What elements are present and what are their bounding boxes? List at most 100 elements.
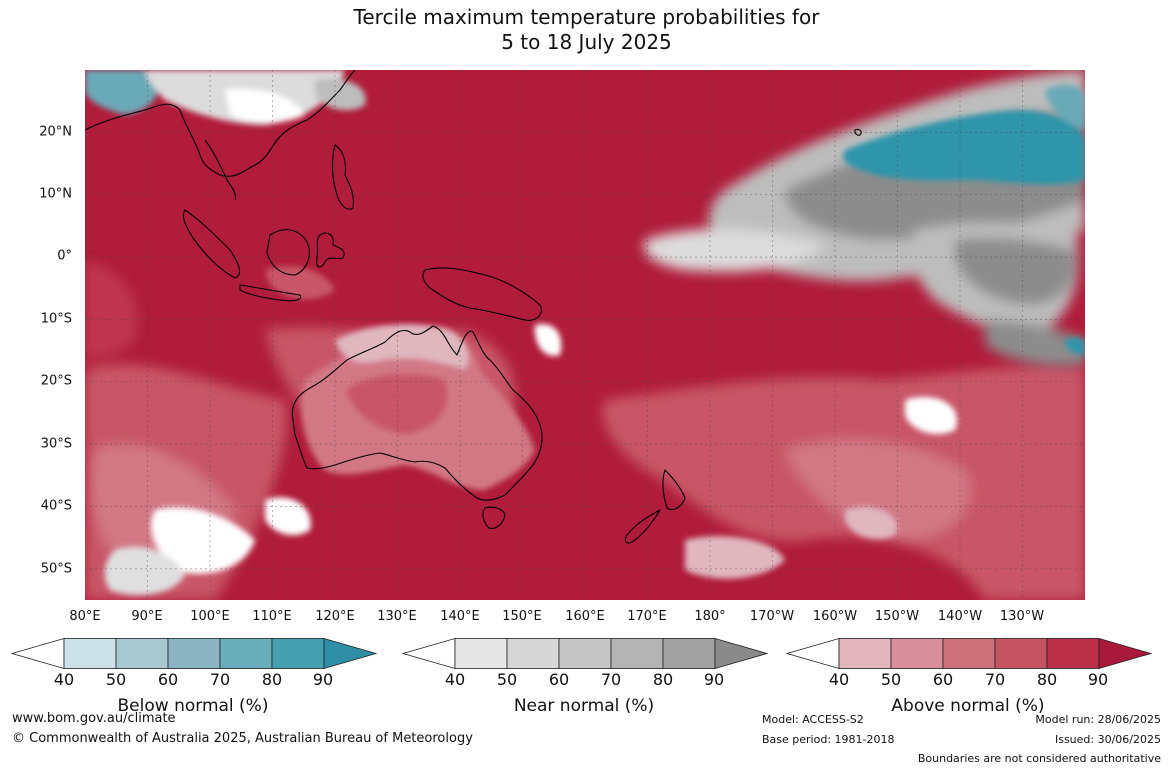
colorbar-label-near: Near normal (%)	[513, 696, 655, 716]
colorbar-extend-high	[1098, 637, 1153, 670]
lat-label: 20°S	[40, 373, 72, 389]
colorbar-svg	[785, 637, 1153, 670]
colorbar-tick: 80	[1036, 670, 1058, 689]
indochina-coast	[204, 139, 237, 201]
below-normal-core	[843, 84, 1085, 355]
lat-label: 10°S	[40, 311, 72, 327]
colorbar-segment	[942, 638, 996, 669]
colorbar-tick: 50	[880, 670, 902, 689]
colorbar-svg	[401, 637, 769, 670]
lat-label: 0°	[57, 248, 72, 264]
colorbar-extend-high	[714, 637, 769, 670]
colorbar-tick: 70	[209, 670, 231, 689]
lon-label: 130°E	[377, 609, 417, 624]
colorbar-tick: 90	[312, 670, 334, 689]
tasmania-coast	[482, 506, 506, 529]
philippines-coast	[331, 144, 354, 210]
lat-label: 40°S	[40, 498, 72, 514]
lat-label: 50°S	[40, 561, 72, 577]
colorbar-tick: 60	[932, 670, 954, 689]
colorbar-tick: 80	[261, 670, 283, 689]
colorbar-label-below: Below normal (%)	[117, 696, 269, 716]
colorbar-above-normal	[785, 637, 1153, 670]
colorbar-segment	[662, 638, 716, 669]
colorbar-segment	[454, 638, 508, 669]
colorbar-tick: 80	[652, 670, 674, 689]
coastlines	[85, 70, 862, 544]
lon-label: 160°E	[565, 609, 605, 624]
model-run-text: Model run: 28/06/2025	[1035, 713, 1161, 726]
colorbar-extend-low	[785, 637, 840, 670]
colorbar-near-normal	[401, 637, 769, 670]
lon-label: 90°E	[131, 609, 163, 624]
colorbar-tick: 60	[157, 670, 179, 689]
java-coast	[239, 284, 302, 302]
graticule	[85, 70, 1085, 600]
lon-label: 110°E	[252, 609, 292, 624]
colorbar-segment	[167, 638, 221, 669]
lon-label: 150°E	[502, 609, 542, 624]
hawaii-coast	[854, 128, 862, 136]
new-zealand-south-coast	[624, 509, 661, 544]
colorbar-tick: 70	[984, 670, 1006, 689]
colorbar-segment	[558, 638, 612, 669]
colorbar-below-normal	[10, 637, 378, 670]
lon-label: 130°W	[999, 609, 1045, 624]
borneo-coast	[266, 229, 310, 276]
title-line-1: Tercile maximum temperature probabilitie…	[353, 5, 820, 29]
colorbar-extend-high	[323, 637, 378, 670]
website-link[interactable]: www.bom.gov.au/climate	[12, 711, 176, 726]
colorbar-segment	[994, 638, 1048, 669]
colorbar-segment	[271, 638, 325, 669]
lon-label: 140°W	[937, 609, 983, 624]
colorbar-tick: 70	[600, 670, 622, 689]
lon-label: 170°E	[627, 609, 667, 624]
colorbar-segment	[610, 638, 664, 669]
model-text: Model: ACCESS-S2	[762, 713, 864, 726]
lon-label: 170°W	[749, 609, 795, 624]
colorbar-tick: 90	[703, 670, 725, 689]
asia-mainland-coast	[85, 70, 356, 177]
colorbar-segment	[890, 638, 944, 669]
australia-shading	[301, 334, 535, 490]
title-line-2: 5 to 18 July 2025	[501, 30, 672, 54]
lon-label: 150°W	[874, 609, 920, 624]
colorbar-tick: 40	[53, 670, 75, 689]
lat-label: 10°N	[39, 186, 72, 202]
copyright-text: © Commonwealth of Australia 2025, Austra…	[12, 731, 473, 746]
lon-label: 140°E	[440, 609, 480, 624]
colorbar-segment	[1046, 638, 1100, 669]
colorbar-extend-low	[10, 637, 65, 670]
chart-title: Tercile maximum temperature probabilitie…	[0, 5, 1173, 55]
colorbar-tick: 50	[496, 670, 518, 689]
map-svg	[85, 70, 1085, 600]
lon-label: 100°E	[190, 609, 230, 624]
base-period-text: Base period: 1981-2018	[762, 733, 895, 746]
colorbar-extend-low	[401, 637, 456, 670]
lon-label: 80°E	[69, 609, 101, 624]
lon-label: 160°W	[812, 609, 858, 624]
colorbar-segment	[219, 638, 273, 669]
issued-text: Issued: 30/06/2025	[1054, 733, 1161, 746]
colorbar-segment	[506, 638, 560, 669]
probability-map	[85, 70, 1085, 600]
lon-label: 180°	[694, 609, 726, 624]
se-asia-patches	[85, 70, 366, 300]
colorbar-svg	[10, 637, 378, 670]
colorbar-tick: 60	[548, 670, 570, 689]
lon-label: 120°E	[315, 609, 355, 624]
colorbar-tick: 90	[1087, 670, 1109, 689]
colorbar-tick: 40	[444, 670, 466, 689]
lat-label: 30°S	[40, 436, 72, 452]
australia-coast	[291, 325, 543, 501]
new-zealand-north-coast	[662, 469, 686, 511]
sulawesi-coast	[316, 232, 345, 268]
colorbar-label-above: Above normal (%)	[891, 696, 1045, 716]
colorbar-segment	[63, 638, 117, 669]
colorbar-segment	[115, 638, 169, 669]
colorbar-segment	[838, 638, 892, 669]
disclaimer-text: Boundaries are not considered authoritat…	[917, 752, 1161, 765]
sumatra-coast	[182, 209, 241, 279]
colorbar-tick: 50	[105, 670, 127, 689]
lat-label: 20°N	[39, 124, 72, 140]
